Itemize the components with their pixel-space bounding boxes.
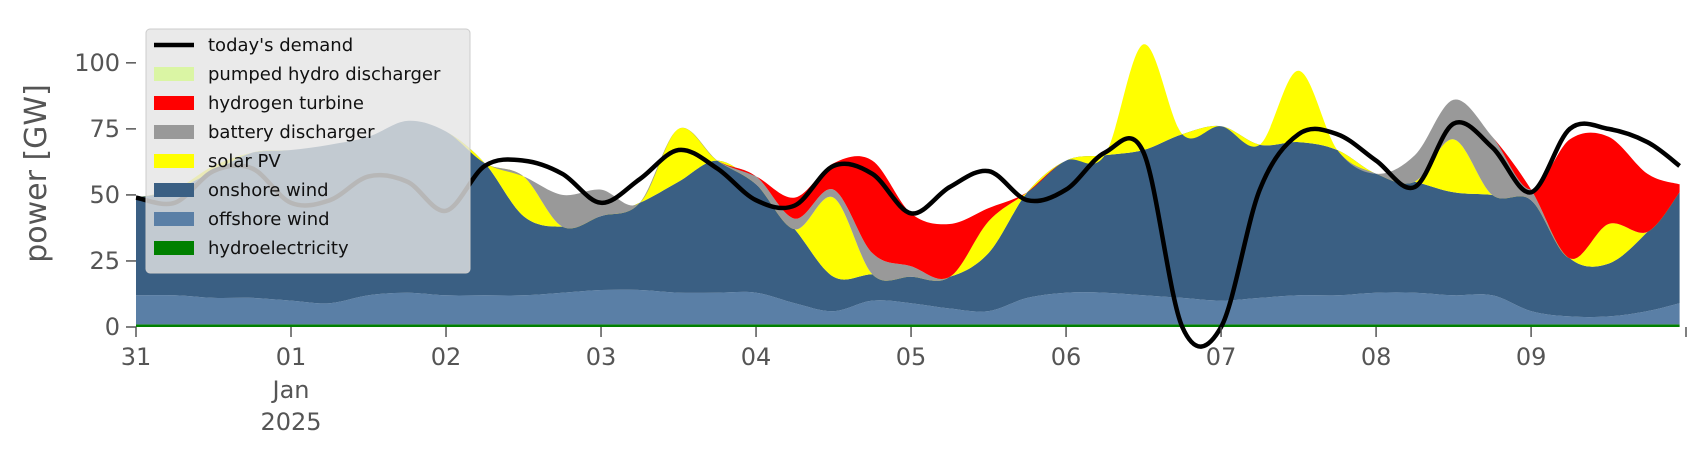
legend-swatch-solar-pv [154,154,194,168]
x-tick-label-07: 07 [1206,343,1237,371]
x-tick-label-03: 03 [586,343,617,371]
legend-label-offshore-wind: offshore wind [208,209,330,230]
x-tick-label-06: 06 [1051,343,1082,371]
x-tick-label-09: 09 [1516,343,1547,371]
y-tick-label-100: 100 [74,49,120,77]
y-tick-label-25: 25 [89,247,120,275]
x-tick-label-05: 05 [896,343,927,371]
legend-label-pumped-hydro-discharger: pumped hydro discharger [208,64,441,85]
area-hydrogen-turbine [136,44,1680,279]
y-tick-label-75: 75 [89,115,120,143]
legend-swatch-onshore-wind [154,183,194,197]
stacked-areas [136,44,1680,327]
x-tick-sublabel-jan: Jan [271,376,310,404]
legend-swatch-battery-discharger [154,125,194,139]
x-tick-label-01: 01 [276,343,307,371]
x-tick-label-31: 31 [121,343,152,371]
legend-label-battery-discharger: battery discharger [208,122,375,143]
x-tick-label-04: 04 [741,343,772,371]
axes: 0 25 50 75 100 31 01 Jan 2025 02 03 04 05 06 07 08 09 [74,49,1687,436]
x-tick-label-02: 02 [431,343,462,371]
legend-swatch-offshore-wind [154,212,194,226]
x-tick-label-08: 08 [1361,343,1392,371]
legend-swatch-hydroelectricity [154,241,194,255]
legend-label-today-s-demand: today's demand [208,35,353,56]
area-hydroelectricity [136,324,1680,327]
legend-swatch-hydrogen-turbine [154,96,194,110]
area-onshore-wind [136,120,1680,318]
x-tick-sublabel-2025: 2025 [260,408,321,436]
area-offshore-wind [136,289,1680,325]
y-axis-label: power [GW] [19,84,54,263]
area-solar-pv [136,44,1680,282]
legend-label-hydrogen-turbine: hydrogen turbine [208,93,364,114]
legend-box [145,28,471,274]
legend-label-solar-pv: solar PV [208,151,281,172]
legend-label-onshore-wind: onshore wind [208,180,329,201]
y-tick-label-50: 50 [89,181,120,209]
y-tick-label-0: 0 [105,313,120,341]
legend-swatch-pumped-hydro-discharger [154,67,194,81]
legend-label-hydroelectricity: hydroelectricity [208,238,349,259]
legend: today's demand pumped hydro discharger hyd… [145,28,471,274]
